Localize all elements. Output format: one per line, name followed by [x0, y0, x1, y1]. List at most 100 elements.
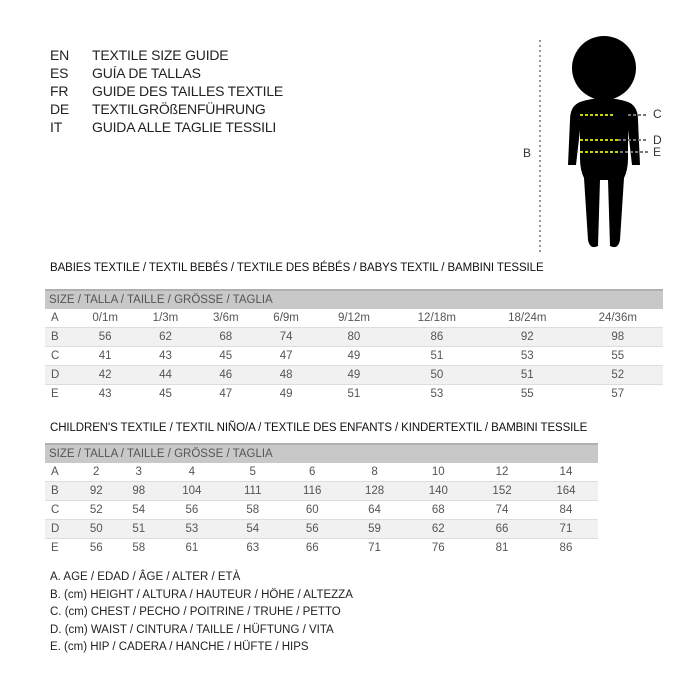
table-cell: 43: [159, 350, 172, 362]
table-cell: 54: [132, 504, 146, 516]
babies-section-title: BABIES TEXTILE / TEXTIL BEBÉS / TEXTILE …: [50, 262, 544, 274]
table-cell: 62: [135, 327, 196, 347]
lang-title: GUÍA DE TALLAS: [92, 65, 201, 81]
table-cell: 42: [75, 365, 136, 385]
measurement-legend: A. AGE / EDAD / ÂGE / ALTER / ETÀ B. (cm…: [50, 569, 353, 657]
table-cell: 58: [132, 542, 146, 554]
table-cell: 51: [430, 350, 444, 362]
table-cell: 64: [368, 504, 381, 516]
table-row: C 41 43 45 47 49 51 53 55: [45, 347, 663, 366]
legend-item-chest: C. (cm) CHEST / PECHO / POITRINE / TRUHE…: [50, 606, 341, 618]
language-titles: EN TEXTILE SIZE GUIDE ES GUÍA DE TALLAS FR…: [50, 46, 283, 136]
label-d: D: [653, 133, 662, 147]
table-cell: 14: [559, 466, 573, 478]
lang-line-en: EN TEXTILE SIZE GUIDE: [50, 46, 283, 64]
lang-title: GUIDE DES TAILLES TEXTILE: [92, 83, 284, 99]
table-row: E 43 45 47 49 51 53 55 57: [45, 385, 663, 404]
children-section-title: CHILDREN'S TEXTILE / TEXTIL NIÑO/A / TEX…: [50, 422, 588, 434]
table-cell: 49: [347, 350, 361, 362]
legend-item-waist: D. (cm) WAIST / CINTURA / TAILLE / HÜFTU…: [50, 623, 334, 636]
table-cell: 111: [223, 481, 282, 501]
table-cell: 9/12m: [337, 312, 370, 324]
row-label: A: [51, 466, 59, 478]
lang-title: TEXTILGRÖßENFÜHRUNG: [92, 101, 266, 117]
label-e: E: [653, 145, 662, 159]
table-cell: 8: [371, 466, 378, 478]
table-cell: 164: [533, 481, 598, 501]
table-cell: 66: [470, 519, 534, 539]
table-cell: 6: [309, 466, 316, 478]
table-cell: 1/3m: [152, 312, 179, 324]
table-row: D 50 51 53 54 56 59 62 66 71: [45, 519, 598, 539]
table-row: B 56 62 68 74 80 86 92 98: [45, 327, 663, 347]
table-cell: 52: [572, 365, 663, 385]
table-cell: 24/36m: [598, 312, 637, 324]
table-cell: 46: [195, 365, 256, 385]
lang-title: GUIDA ALLE TAGLIE TESSILI: [92, 119, 277, 135]
table-cell: 152: [470, 481, 534, 501]
table-cell: 45: [159, 388, 172, 400]
table-cell: 58: [246, 504, 260, 516]
table-cell: 71: [368, 542, 381, 554]
table-cell: 3/6m: [212, 312, 239, 324]
table-cell: 104: [159, 481, 224, 501]
lang-code: DE: [50, 101, 70, 117]
table-cell: 116: [281, 481, 343, 501]
table-header-row: SIZE / TALLA / TAILLE / GRÖSSE / TAGLIA: [45, 443, 598, 463]
table-cell: 56: [185, 504, 199, 516]
table-cell: 92: [75, 481, 118, 501]
table-cell: 66: [305, 542, 319, 554]
table-cell: 56: [89, 542, 103, 554]
table-cell: 59: [342, 519, 407, 539]
lang-line-de: DE TEXTILGRÖßENFÜHRUNG: [50, 100, 283, 118]
legend-item-hip: E. (cm) HIP / CADERA / HANCHE / HÜFTE / …: [50, 641, 309, 653]
row-label: B: [45, 481, 75, 501]
table-cell: 80: [316, 327, 392, 347]
lang-line-it: IT GUIDA ALLE TAGLIE TESSILI: [50, 118, 283, 136]
table-cell: 2: [93, 466, 100, 478]
lang-code: FR: [50, 83, 69, 99]
table-cell: 12: [495, 466, 509, 478]
table-cell: 55: [611, 350, 625, 362]
table-cell: 52: [89, 504, 103, 516]
label-b: B: [523, 146, 532, 160]
legend-item-age: A. AGE / EDAD / ÂGE / ALTER / ETÀ: [50, 571, 241, 583]
lang-line-es: ES GUÍA DE TALLAS: [50, 64, 283, 82]
child-silhouette-figure: [539, 36, 648, 252]
table-cell: 140: [406, 481, 471, 501]
table-cell: 50: [75, 519, 118, 539]
table-cell: 51: [347, 388, 361, 400]
table-row: A 2 3 4 5 6 8 10 12 14: [45, 463, 598, 482]
table-cell: 6/9m: [273, 312, 299, 324]
table-header: SIZE / TALLA / TAILLE / GRÖSSE / TAGLIA: [45, 289, 663, 309]
table-cell: 50: [391, 365, 483, 385]
table-cell: 53: [430, 388, 444, 400]
table-cell: 60: [305, 504, 319, 516]
table-cell: 63: [246, 542, 260, 554]
table-cell: 81: [495, 542, 509, 554]
measure-lines: [580, 114, 648, 153]
child-silhouette-icon: [568, 36, 640, 248]
table-cell: 12/18m: [417, 312, 457, 324]
lang-code: EN: [50, 47, 70, 63]
table-cell: 10: [431, 466, 445, 478]
table-cell: 68: [431, 504, 445, 516]
table-cell: 98: [117, 481, 160, 501]
row-label: A: [51, 312, 59, 324]
table-cell: 76: [431, 542, 445, 554]
table-cell: 5: [249, 466, 256, 478]
table-cell: 53: [159, 519, 224, 539]
table-cell: 47: [279, 350, 293, 362]
table-cell: 56: [281, 519, 343, 539]
row-label: E: [51, 388, 59, 400]
table-cell: 98: [572, 327, 663, 347]
table-cell: 86: [559, 542, 573, 554]
lang-code: ES: [50, 65, 69, 81]
table-cell: 49: [316, 365, 392, 385]
label-c: C: [653, 107, 662, 121]
babies-size-table: SIZE / TALLA / TAILLE / GRÖSSE / TAGLIA A…: [45, 289, 663, 403]
table-row: E 56 58 61 63 66 71 76 81 86: [45, 539, 598, 558]
row-label: C: [51, 504, 60, 516]
row-label: C: [51, 350, 60, 362]
table-cell: 62: [406, 519, 471, 539]
